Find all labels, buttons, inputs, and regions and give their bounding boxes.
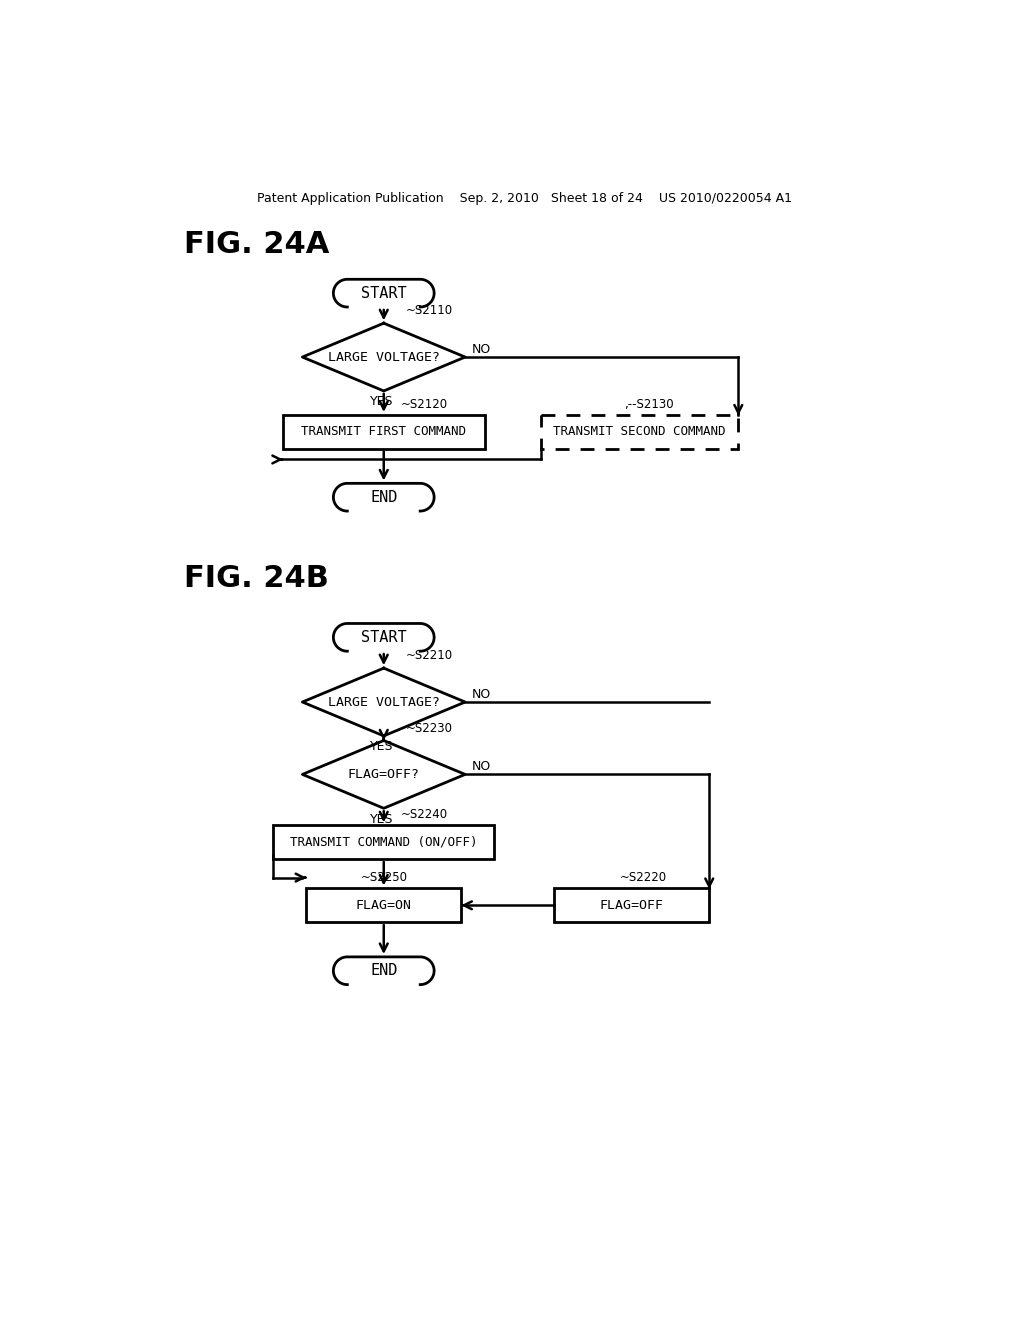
Text: NO: NO	[471, 760, 490, 774]
Text: ~S2230: ~S2230	[406, 722, 453, 735]
Text: ,--S2130: ,--S2130	[624, 397, 674, 411]
Text: YES: YES	[370, 741, 393, 754]
Text: NO: NO	[471, 343, 490, 356]
Bar	[554, 888, 710, 923]
Text: YES: YES	[370, 395, 393, 408]
Text: ~S2220: ~S2220	[621, 871, 668, 884]
Text: TRANSMIT FIRST COMMAND: TRANSMIT FIRST COMMAND	[301, 425, 466, 438]
Bar	[283, 414, 484, 449]
Text: LARGE VOLTAGE?: LARGE VOLTAGE?	[328, 696, 439, 709]
Polygon shape	[302, 323, 465, 391]
Text: TRANSMIT SECOND COMMAND: TRANSMIT SECOND COMMAND	[553, 425, 726, 438]
Text: ~S2240: ~S2240	[400, 808, 447, 821]
Text: Patent Application Publication    Sep. 2, 2010   Sheet 18 of 24    US 2010/02200: Patent Application Publication Sep. 2, 2…	[257, 191, 793, 205]
Text: ~S2210: ~S2210	[406, 649, 453, 663]
Text: START: START	[360, 630, 407, 645]
Polygon shape	[334, 623, 434, 651]
Text: FIG. 24B: FIG. 24B	[183, 564, 329, 593]
Text: FLAG=OFF: FLAG=OFF	[600, 899, 664, 912]
Polygon shape	[334, 483, 434, 511]
Text: NO: NO	[471, 688, 490, 701]
Text: FLAG=ON: FLAG=ON	[355, 899, 412, 912]
Text: END: END	[370, 490, 397, 504]
Polygon shape	[334, 957, 434, 985]
Polygon shape	[302, 741, 465, 808]
Text: ~S2250: ~S2250	[360, 871, 408, 884]
Text: YES: YES	[370, 813, 393, 825]
Bar	[541, 414, 738, 449]
Text: END: END	[370, 964, 397, 978]
Text: FLAG=OFF?: FLAG=OFF?	[348, 768, 420, 781]
Bar	[273, 825, 495, 859]
Text: ~S2120: ~S2120	[400, 397, 447, 411]
Text: LARGE VOLTAGE?: LARGE VOLTAGE?	[328, 351, 439, 363]
Text: START: START	[360, 285, 407, 301]
Bar	[306, 888, 461, 923]
Text: TRANSMIT COMMAND (ON/OFF): TRANSMIT COMMAND (ON/OFF)	[290, 836, 477, 849]
Text: FIG. 24A: FIG. 24A	[183, 230, 329, 259]
Text: ~S2110: ~S2110	[406, 305, 453, 317]
Polygon shape	[334, 280, 434, 308]
Polygon shape	[302, 668, 465, 737]
